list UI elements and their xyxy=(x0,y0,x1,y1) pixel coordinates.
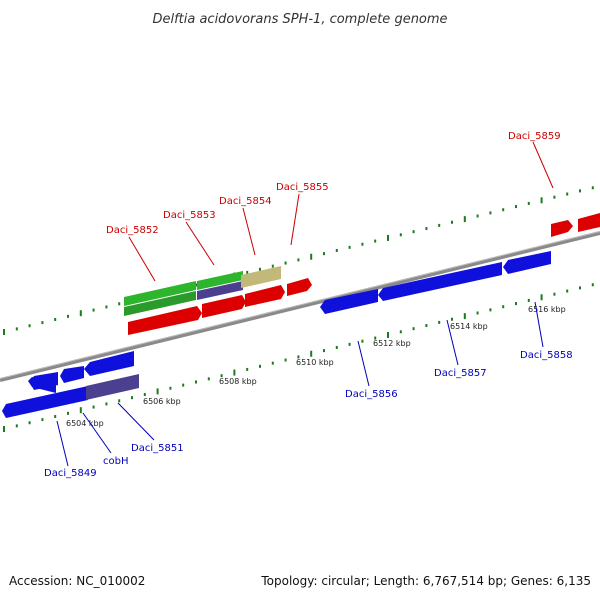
leader-line xyxy=(534,301,544,348)
genome-summary-text: Topology: circular; Length: 6,767,514 bp… xyxy=(260,574,591,588)
kbp-tick-label: 6504 kbp xyxy=(66,419,104,428)
leader-line xyxy=(446,319,459,366)
gene-daci-5856[interactable] xyxy=(320,289,378,314)
label-daci-5857[interactable]: Daci_5857 xyxy=(434,368,487,379)
label-daci-5849[interactable]: Daci_5849 xyxy=(44,468,97,479)
label-daci-5854[interactable]: Daci_5854 xyxy=(219,196,272,207)
kbp-tick-label: 6512 kbp xyxy=(373,339,411,348)
gene-daci-5852-rna-lower xyxy=(124,291,196,316)
label-daci-5851[interactable]: Daci_5851 xyxy=(131,443,184,454)
leader-line xyxy=(185,221,215,266)
forward-strand-genes xyxy=(124,213,600,335)
leader-line xyxy=(532,141,554,189)
leader-line xyxy=(242,207,256,256)
gene-daci-5853-rna[interactable] xyxy=(197,271,243,290)
gene-daci-5854-pseudo[interactable] xyxy=(241,266,281,288)
genome-backbone-highlight xyxy=(0,231,600,379)
leader-line xyxy=(117,402,155,441)
kbp-tick-label: 6510 kbp xyxy=(296,358,334,367)
gene-reverse-2[interactable] xyxy=(30,372,58,390)
leader-line xyxy=(357,340,370,387)
kbp-tick-label: 6506 kbp xyxy=(143,397,181,406)
gene-daci-5852-cds[interactable] xyxy=(128,306,202,335)
label-daci-5859[interactable]: Daci_5859 xyxy=(508,131,561,142)
reverse-gene-labels: Daci_5849 cobH Daci_5851 Daci_5856 Daci_… xyxy=(44,301,573,479)
accession-text: Accession: NC_010002 xyxy=(9,574,145,588)
gene-daci-5855-cds[interactable] xyxy=(287,278,312,296)
label-daci-5858[interactable]: Daci_5858 xyxy=(520,350,573,361)
gene-daci-5859-part-a[interactable] xyxy=(551,220,573,237)
map-title: Delftia acidovorans SPH-1, complete geno… xyxy=(152,12,447,27)
forward-gene-labels: Daci_5852 Daci_5853 Daci_5854 Daci_5855 … xyxy=(106,131,561,282)
gene-reverse-4[interactable] xyxy=(84,351,134,376)
leader-line xyxy=(56,420,69,467)
gene-daci-5849[interactable] xyxy=(2,386,88,418)
gene-daci-5853-overlap xyxy=(197,281,243,300)
label-cobh[interactable]: cobH xyxy=(103,456,128,467)
label-daci-5855[interactable]: Daci_5855 xyxy=(276,182,329,193)
kbp-tick-label: 6514 kbp xyxy=(450,322,488,331)
leader-line xyxy=(128,236,156,282)
gene-daci-5858[interactable] xyxy=(503,251,551,274)
gene-daci-5859-part-b[interactable] xyxy=(578,213,600,232)
leader-line xyxy=(290,193,300,246)
label-daci-5856[interactable]: Daci_5856 xyxy=(345,389,398,400)
genome-backbone xyxy=(0,231,600,382)
gene-daci-5853-cds[interactable] xyxy=(202,295,246,318)
lower-tick-row xyxy=(3,283,594,433)
kbp-tick-label: 6516 kbp xyxy=(528,305,566,314)
leader-line xyxy=(82,412,112,454)
label-daci-5853[interactable]: Daci_5853 xyxy=(163,210,216,221)
kbp-tick-label: 6508 kbp xyxy=(219,377,257,386)
gene-reverse-3[interactable] xyxy=(60,366,84,383)
reverse-strand-genes xyxy=(2,251,551,418)
gene-daci-5854-cds[interactable] xyxy=(245,285,285,307)
kbp-scale: 6504 kbp 6506 kbp 6508 kbp 6510 kbp 6512… xyxy=(66,305,566,428)
gene-daci-5857[interactable] xyxy=(378,262,502,301)
label-daci-5852[interactable]: Daci_5852 xyxy=(106,225,159,236)
upper-tick-row xyxy=(3,186,594,336)
gene-cobh-overlap[interactable] xyxy=(86,374,139,400)
gene-daci-5852-rna[interactable] xyxy=(124,281,196,306)
